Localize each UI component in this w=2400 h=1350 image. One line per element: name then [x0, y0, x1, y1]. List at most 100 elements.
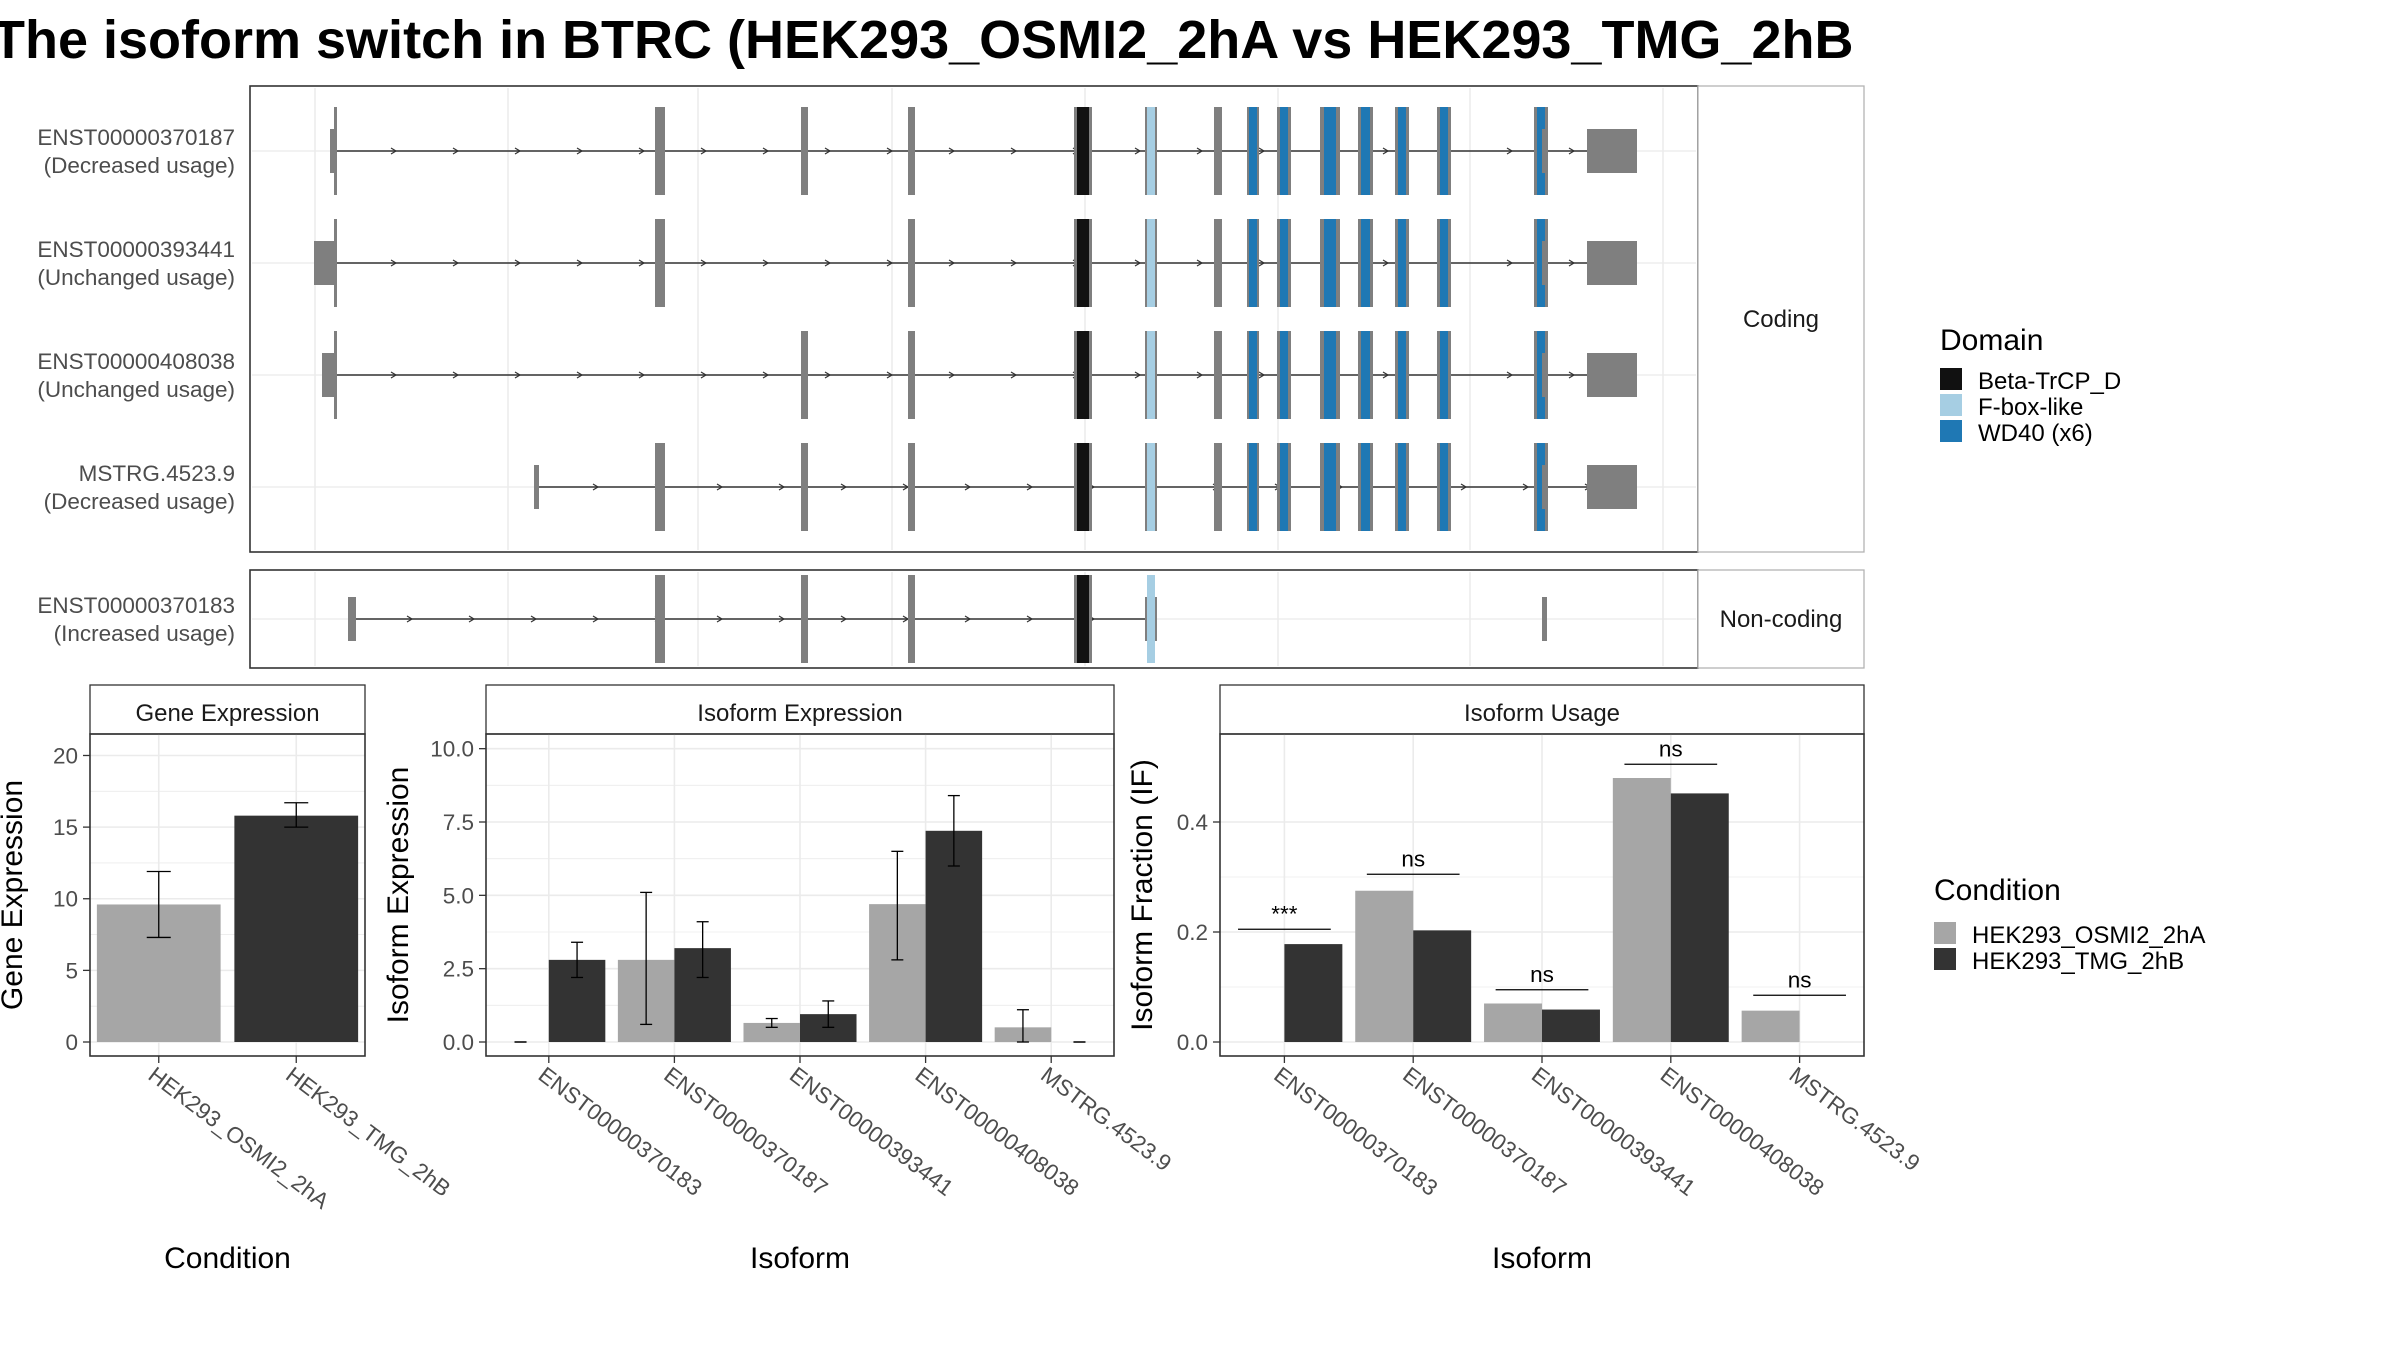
exon-block — [1542, 353, 1547, 397]
chart-strip — [485, 684, 1115, 735]
domain-block — [1361, 107, 1370, 195]
legend-swatch-tmg — [1934, 948, 1956, 970]
plot-title: The isoform switch in BTRC (HEK293_OSMI2… — [0, 10, 1853, 70]
strand-arrow — [592, 615, 600, 623]
strand-arrow — [1506, 147, 1514, 155]
strand-arrow — [1258, 371, 1266, 379]
exon-block — [1542, 129, 1547, 173]
transcript-usage-label: (Decreased usage) — [44, 489, 235, 514]
y-axis-title: Isoform Expression — [382, 767, 415, 1024]
coding-strip-label: Coding — [1743, 306, 1819, 333]
transcript-usage-label: (Unchanged usage) — [37, 377, 235, 402]
exon-block — [330, 129, 336, 173]
strand-arrow — [638, 147, 646, 155]
strand-arrow — [390, 259, 398, 267]
domain-block — [1440, 219, 1448, 307]
legend-swatch-wd40 — [1940, 420, 1962, 442]
strand-arrow — [886, 259, 894, 267]
legend-label-beta-trcp: Beta-TrCP_D — [1978, 368, 2121, 395]
exon-block — [908, 107, 915, 195]
strand-arrow — [576, 147, 584, 155]
strand-arrow — [1134, 259, 1142, 267]
bar — [1284, 944, 1343, 1042]
exon-block — [1214, 443, 1222, 531]
chart-strip-label: Gene Expression — [135, 700, 319, 727]
exon-block — [1587, 129, 1637, 173]
exon-block — [1587, 465, 1637, 509]
strand-arrow — [1010, 147, 1018, 155]
domain-block — [1440, 107, 1448, 195]
y-axis-title: Gene Expression — [0, 780, 29, 1010]
strand-arrow — [1258, 259, 1266, 267]
significance-label: ns — [1788, 967, 1812, 992]
y-tick-label: 5.0 — [443, 883, 474, 908]
domain-block — [1398, 219, 1406, 307]
legend-label-tmg: HEK293_TMG_2hB — [1972, 948, 2184, 975]
exon-block — [1542, 241, 1547, 285]
domain-block — [1361, 443, 1370, 531]
legend-label-osmi2: HEK293_OSMI2_2hA — [1972, 922, 2205, 949]
transcript-id-label: ENST00000370183 — [37, 593, 235, 618]
exon-block — [334, 331, 337, 419]
strand-arrow — [1026, 615, 1034, 623]
bar — [1484, 1003, 1542, 1042]
condition-legend-title: Condition — [1934, 874, 2061, 907]
chart-strip — [89, 684, 366, 735]
significance-label: ns — [1401, 846, 1425, 871]
strand-arrow — [840, 615, 848, 623]
strand-arrow — [1134, 147, 1142, 155]
domain-block — [1249, 443, 1257, 531]
domain-block — [1280, 107, 1288, 195]
domain-block — [1147, 107, 1155, 195]
domain-block — [1398, 443, 1406, 531]
exon-block — [908, 331, 915, 419]
exon-block — [322, 353, 334, 397]
chart-frame — [89, 733, 366, 1057]
domain-block — [1147, 575, 1155, 663]
strand-arrow — [1382, 147, 1390, 155]
bar — [1741, 1010, 1800, 1042]
strand-arrow — [824, 371, 832, 379]
transcript-models — [314, 107, 1637, 663]
domain-block — [1077, 443, 1089, 531]
domain-block — [1537, 443, 1545, 531]
strand-arrow — [514, 259, 522, 267]
exon-block — [1587, 353, 1637, 397]
strand-arrow — [886, 371, 894, 379]
strand-arrow — [390, 371, 398, 379]
legend-swatch-fbox — [1940, 394, 1962, 416]
y-tick-label: 20 — [53, 743, 78, 768]
domain-block — [1324, 107, 1336, 195]
exon-block — [1214, 219, 1222, 307]
strand-arrow — [1568, 259, 1576, 267]
transcript-id-label: ENST00000370187 — [37, 125, 235, 150]
exon-block — [655, 443, 665, 531]
strand-arrow — [530, 615, 538, 623]
strand-arrow — [1010, 371, 1018, 379]
chart-strip — [1219, 684, 1865, 735]
strand-arrow — [1522, 483, 1530, 491]
domain-block — [1147, 219, 1155, 307]
strand-arrow — [1382, 371, 1390, 379]
strand-arrow — [576, 259, 584, 267]
strand-arrow — [1460, 483, 1468, 491]
significance-label: ns — [1530, 962, 1554, 987]
strand-arrow — [1196, 147, 1204, 155]
y-tick-label: 10 — [53, 887, 78, 912]
domain-block — [1440, 443, 1448, 531]
strand-arrow — [1568, 371, 1576, 379]
transcript-id-label: MSTRG.4523.9 — [79, 461, 235, 486]
strand-arrow — [576, 371, 584, 379]
strand-arrow — [700, 371, 708, 379]
coding-strip — [1697, 85, 1865, 553]
y-tick-label: 15 — [53, 815, 78, 840]
strand-arrow — [1010, 259, 1018, 267]
y-tick-label: 5 — [65, 958, 78, 983]
bar — [743, 1022, 800, 1042]
strand-arrow — [638, 259, 646, 267]
transcript-structure-panel: Coding Non-coding ENST00000370187 (Decre… — [37, 85, 1865, 669]
y-tick-label: 0 — [65, 1030, 78, 1055]
exon-block — [908, 443, 915, 531]
domain-block — [1249, 331, 1257, 419]
